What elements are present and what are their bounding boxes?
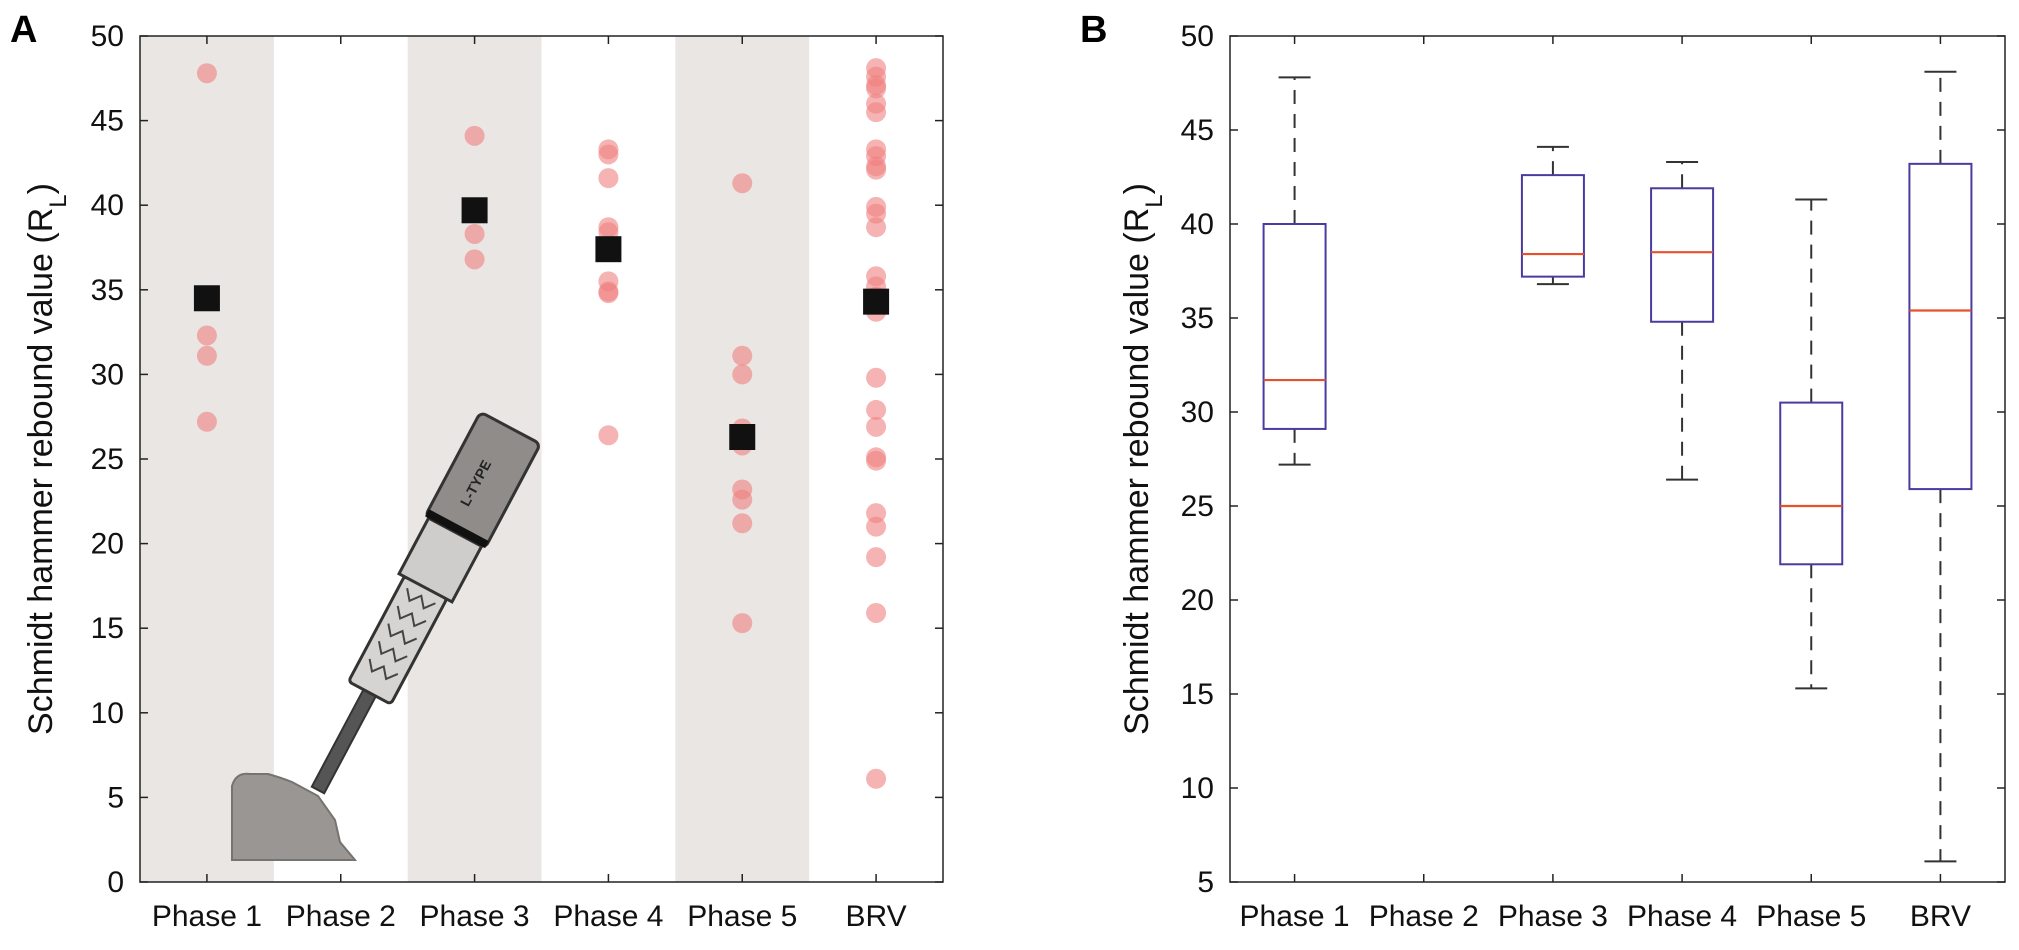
panel-letter-b: B (1080, 9, 1107, 51)
data-point (196, 325, 217, 346)
x-tick-label: Phase 3 (1498, 900, 1608, 933)
data-point (732, 489, 753, 510)
y-tick-label: 25 (91, 443, 124, 476)
mean-marker (193, 285, 220, 312)
y-tick-label: 20 (91, 528, 124, 561)
mean-marker (729, 424, 756, 451)
x-tick-label: Phase 5 (687, 900, 797, 933)
x-tick-label: Phase 1 (1240, 900, 1350, 933)
data-point (866, 602, 887, 623)
data-point (464, 249, 485, 270)
box-phase-5 (1779, 198, 1844, 690)
data-point (732, 513, 753, 534)
panel-letter-a: A (10, 9, 37, 51)
box-iqr (1262, 223, 1327, 430)
hammer-spring (368, 588, 436, 681)
data-point (866, 159, 887, 180)
data-point (866, 768, 887, 789)
data-point (732, 173, 753, 194)
mean-marker (863, 288, 890, 315)
data-point (196, 345, 217, 366)
shaded-band-phase-1 (140, 36, 274, 882)
y-tick-label: 25 (1181, 490, 1214, 523)
data-point (598, 144, 619, 165)
y-tick-label: 10 (1181, 772, 1214, 805)
y-tick-label: 35 (1181, 302, 1214, 335)
panel-b: 5 10 15 20 25 30 35 40 45 50 Phase 1 Phase 2 Phase 3… (1080, 9, 2006, 933)
data-point (866, 516, 887, 537)
y-tick-label: 35 (91, 274, 124, 307)
data-point (598, 425, 619, 446)
data-point (866, 547, 887, 568)
data-point (866, 367, 887, 388)
y-tick-label: 40 (91, 189, 124, 222)
y-tick-label: 50 (91, 20, 124, 53)
y-tick-label: 30 (1181, 396, 1214, 429)
x-tick-label: Phase 5 (1756, 900, 1866, 933)
y-tick-label: 15 (91, 612, 124, 645)
hammer-band (425, 509, 489, 549)
data-point (464, 223, 485, 244)
y-tick-label: 30 (91, 358, 124, 391)
shaded-band-phase-5 (675, 36, 810, 882)
box-phase-1 (1262, 76, 1327, 466)
hammer-plunger (310, 683, 380, 795)
x-tick-label: Phase 4 (1627, 900, 1737, 933)
box-iqr (1650, 187, 1715, 323)
y-tick-label: 0 (107, 866, 124, 899)
data-point (866, 399, 887, 420)
box-iqr (1520, 174, 1585, 278)
y-tick-label: 20 (1181, 584, 1214, 617)
y-tick-label: 45 (1181, 114, 1214, 147)
mean-marker (595, 236, 622, 263)
data-point (866, 217, 887, 238)
data-point (464, 125, 485, 146)
box-brv (1908, 70, 1973, 863)
x-tick-label: Phase 4 (553, 900, 663, 933)
schmidt-hammer-illustration: L-TYPE (231, 412, 540, 861)
hammer-body (425, 412, 540, 548)
y-tick-label: 40 (1181, 208, 1214, 241)
data-point (598, 283, 619, 304)
y-axis-label: Schmidt hammer rebound value (RL) (22, 183, 72, 735)
data-point (866, 78, 887, 99)
data-point (866, 416, 887, 437)
rock-icon (231, 772, 358, 861)
data-point (732, 613, 753, 634)
data-point (732, 345, 753, 366)
data-point (732, 364, 753, 385)
data-point (866, 450, 887, 471)
box-phase-3 (1520, 145, 1585, 286)
y-tick-label: 5 (1197, 866, 1214, 899)
x-tick-label: Phase 2 (1369, 900, 1479, 933)
box-iqr (1779, 401, 1844, 566)
x-tick-label: Phase 2 (286, 900, 396, 933)
axes-frame-b (1229, 35, 2006, 883)
data-point (598, 168, 619, 189)
y-tick-label: 45 (91, 105, 124, 138)
x-tick-label: Phase 3 (420, 900, 530, 933)
panel-a: L-TYPE 0 5 10 15 20 25 30 35 40 45 50 Phase 1 Phase 2… (10, 9, 944, 933)
x-tick-label: Phase 1 (152, 900, 262, 933)
data-point (196, 63, 217, 84)
x-tick-label: BRV (1910, 900, 1971, 933)
box-phase-4 (1650, 160, 1715, 481)
y-axis-label: Schmidt hammer rebound value (RL) (1118, 183, 1168, 735)
hammer-icon: L-TYPE (310, 412, 540, 795)
x-tick-label: BRV (846, 900, 907, 933)
data-point (866, 102, 887, 123)
y-tick-label: 15 (1181, 678, 1214, 711)
y-tick-label: 10 (91, 697, 124, 730)
mean-marker (461, 197, 488, 224)
box-iqr (1908, 162, 1973, 491)
y-tick-label: 5 (107, 781, 124, 814)
data-point (196, 411, 217, 432)
y-tick-label: 50 (1181, 20, 1214, 53)
